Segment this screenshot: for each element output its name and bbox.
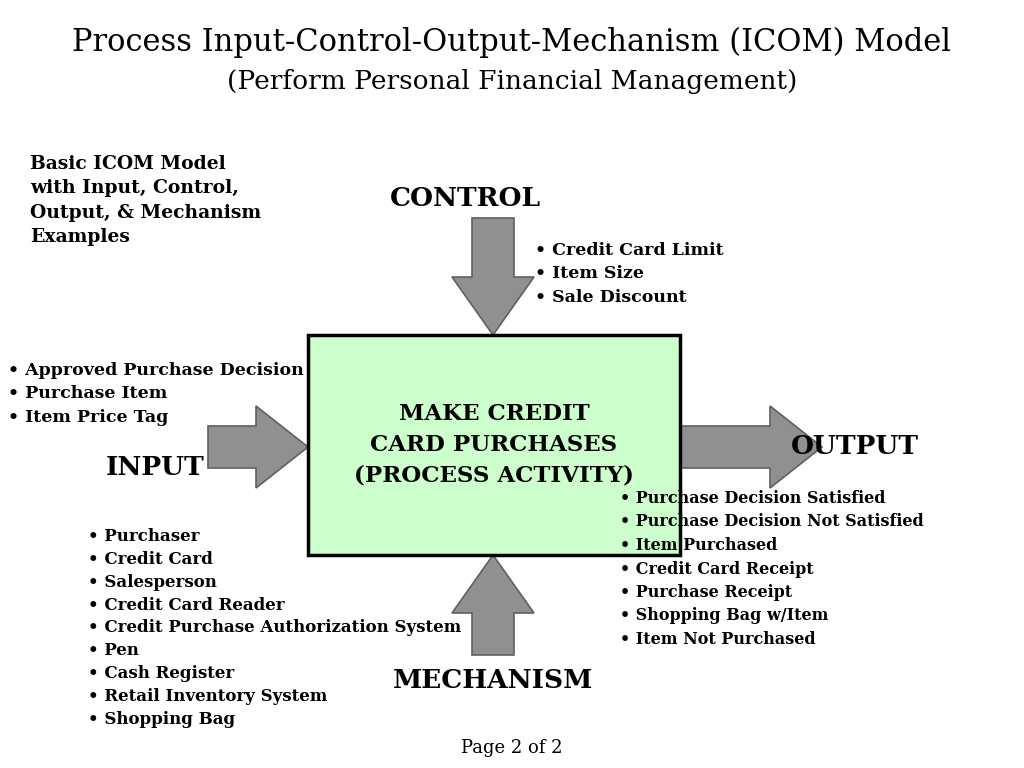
Text: (Perform Personal Financial Management): (Perform Personal Financial Management) xyxy=(226,69,798,94)
Polygon shape xyxy=(452,555,534,655)
Polygon shape xyxy=(452,218,534,335)
Text: CONTROL: CONTROL xyxy=(390,186,541,210)
Text: • Purchaser
• Credit Card
• Salesperson
• Credit Card Reader
• Credit Purchase A: • Purchaser • Credit Card • Salesperson … xyxy=(88,528,461,728)
Text: Basic ICOM Model
with Input, Control,
Output, & Mechanism
Examples: Basic ICOM Model with Input, Control, Ou… xyxy=(30,155,261,246)
Polygon shape xyxy=(208,406,308,488)
Text: • Purchase Decision Satisfied
• Purchase Decision Not Satisfied
• Item Purchased: • Purchase Decision Satisfied • Purchase… xyxy=(620,490,924,648)
Text: OUTPUT: OUTPUT xyxy=(791,435,919,459)
Text: MECHANISM: MECHANISM xyxy=(393,668,593,693)
Text: MAKE CREDIT
CARD PURCHASES
(PROCESS ACTIVITY): MAKE CREDIT CARD PURCHASES (PROCESS ACTI… xyxy=(354,403,634,486)
Text: • Approved Purchase Decision
• Purchase Item
• Item Price Tag: • Approved Purchase Decision • Purchase … xyxy=(8,362,304,426)
FancyBboxPatch shape xyxy=(308,335,680,555)
Polygon shape xyxy=(680,406,822,488)
Text: • Credit Card Limit
• Item Size
• Sale Discount: • Credit Card Limit • Item Size • Sale D… xyxy=(535,242,724,306)
Text: INPUT: INPUT xyxy=(105,455,205,480)
Text: Page 2 of 2: Page 2 of 2 xyxy=(461,739,563,757)
Text: Process Input-Control-Output-Mechanism (ICOM) Model: Process Input-Control-Output-Mechanism (… xyxy=(73,26,951,58)
